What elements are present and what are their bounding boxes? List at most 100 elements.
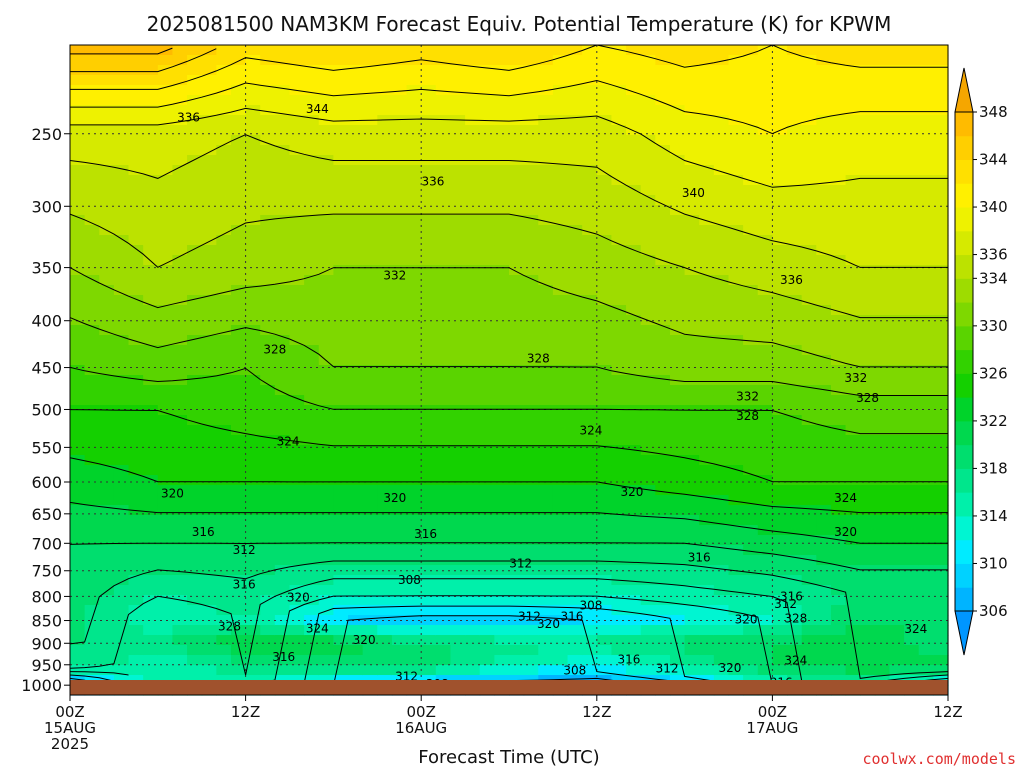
- field-cell: [567, 275, 583, 286]
- field-cell: [450, 485, 466, 496]
- contour-line: [70, 47, 173, 55]
- field-cell: [143, 635, 159, 646]
- field-cell: [933, 145, 949, 156]
- field-cell: [128, 185, 144, 196]
- field-cell: [596, 535, 613, 546]
- field-cell: [421, 275, 437, 286]
- field-cell: [143, 215, 159, 226]
- contour-line: [70, 79, 948, 135]
- field-cell: [787, 295, 803, 306]
- field-cell: [757, 375, 773, 386]
- field-cell: [904, 295, 920, 306]
- field-cell: [669, 365, 686, 376]
- field-cell: [904, 455, 920, 466]
- field-cell: [304, 535, 320, 546]
- field-cell: [318, 225, 334, 236]
- field-cell: [128, 215, 144, 226]
- field-cell: [699, 655, 715, 666]
- field-cell: [596, 255, 613, 266]
- field-cell: [113, 75, 130, 86]
- field-cell: [99, 265, 115, 276]
- field-cell: [143, 255, 159, 266]
- contour-label: 308: [563, 664, 586, 678]
- field-cell: [274, 375, 291, 386]
- field-cell: [435, 275, 452, 286]
- field-cell: [421, 555, 437, 566]
- field-cell: [304, 215, 320, 226]
- field-cell: [699, 345, 715, 356]
- field-cell: [421, 415, 437, 426]
- field-cell: [216, 75, 232, 86]
- field-cell: [626, 535, 642, 546]
- field-cell: [84, 495, 100, 506]
- field-cell: [318, 475, 334, 486]
- field-cell: [860, 605, 876, 616]
- field-cell: [904, 265, 920, 276]
- field-cell: [70, 485, 86, 496]
- field-cell: [538, 245, 554, 256]
- field-cell: [406, 665, 422, 676]
- field-cell: [377, 305, 393, 316]
- contour-label: 336: [177, 111, 200, 125]
- field-cell: [567, 335, 583, 346]
- field-cell: [318, 535, 334, 546]
- field-cell: [596, 285, 613, 296]
- field-cell: [582, 605, 598, 616]
- field-cell: [128, 545, 144, 556]
- field-cell: [757, 135, 773, 146]
- field-cell: [918, 605, 934, 616]
- field-cell: [406, 415, 422, 426]
- field-cell: [128, 55, 144, 66]
- field-cell: [406, 285, 422, 296]
- field-cell: [743, 335, 759, 346]
- field-cell: [348, 45, 364, 56]
- field-cell: [70, 445, 86, 456]
- field-cell: [655, 385, 671, 396]
- field-cell: [787, 345, 803, 356]
- y-tick-label: 700: [31, 534, 62, 553]
- field-cell: [523, 505, 539, 516]
- field-cell: [70, 235, 86, 246]
- field-cell: [465, 575, 481, 586]
- field-cell: [362, 95, 378, 106]
- field-cell: [435, 635, 452, 646]
- field-cell: [245, 335, 261, 346]
- field-cell: [669, 295, 686, 306]
- field-cell: [377, 385, 393, 396]
- field-cell: [406, 505, 422, 516]
- field-cell: [143, 345, 159, 356]
- field-cell: [201, 105, 217, 116]
- field-cell: [860, 65, 876, 76]
- field-cell: [479, 405, 495, 416]
- field-cell: [640, 555, 656, 566]
- field-cell: [830, 345, 847, 356]
- field-cell: [904, 445, 920, 456]
- field-cell: [157, 445, 174, 456]
- colorbar-segment: [955, 254, 973, 279]
- field-cell: [128, 605, 144, 616]
- field-cell: [816, 305, 832, 316]
- field-cell: [99, 105, 115, 116]
- field-cell: [70, 575, 86, 586]
- field-cell: [845, 635, 861, 646]
- field-cell: [289, 75, 305, 86]
- field-cell: [406, 535, 422, 546]
- field-cell: [99, 385, 115, 396]
- field-cell: [435, 535, 452, 546]
- field-cell: [801, 235, 817, 246]
- field-cell: [918, 525, 934, 536]
- field-cell: [187, 265, 203, 276]
- field-cell: [757, 345, 773, 356]
- field-cell: [289, 395, 305, 406]
- field-cell: [743, 105, 759, 116]
- field-cell: [669, 655, 686, 666]
- field-cell: [889, 225, 905, 236]
- field-cell: [318, 565, 334, 576]
- field-cell: [918, 265, 934, 276]
- field-cell: [552, 585, 569, 596]
- field-cell: [84, 105, 100, 116]
- field-cell: [99, 635, 115, 646]
- field-cell: [523, 315, 539, 326]
- field-cell: [904, 95, 920, 106]
